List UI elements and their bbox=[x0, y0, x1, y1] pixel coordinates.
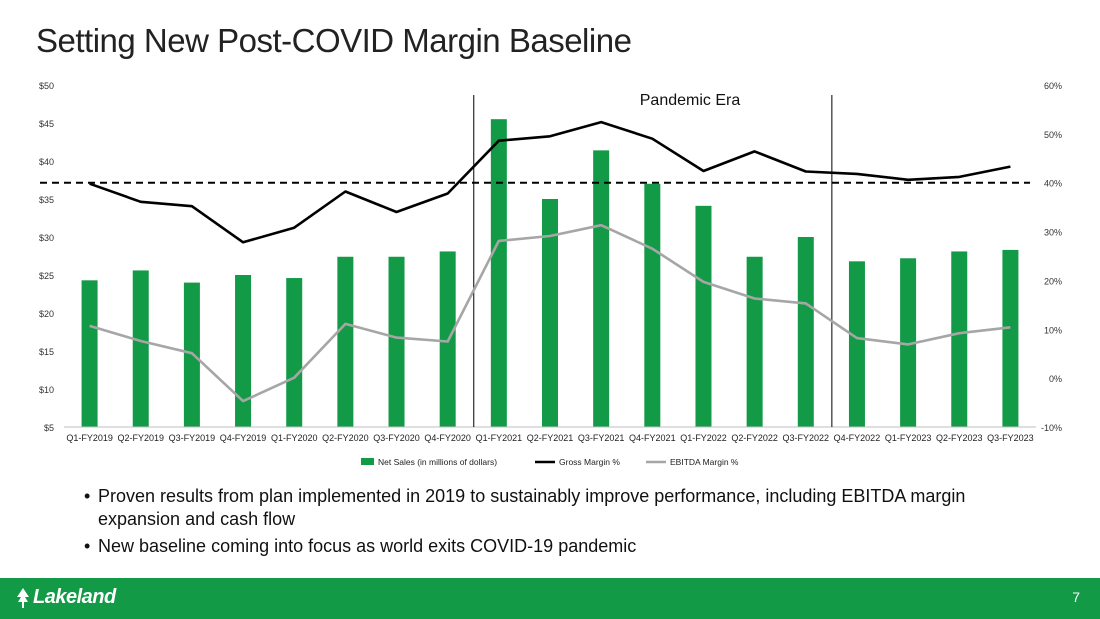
net-sales-bar bbox=[81, 280, 98, 427]
y-right-tick-label: 0% bbox=[1049, 374, 1062, 384]
y-left-tick-label: $45 bbox=[39, 119, 54, 129]
x-tick-label: Q3-FY2022 bbox=[783, 433, 830, 443]
x-tick-label: Q2-FY2020 bbox=[322, 433, 369, 443]
page-number: 7 bbox=[1072, 589, 1080, 605]
y-right-tick-label: 50% bbox=[1044, 130, 1062, 140]
bullet-text: New baseline coming into focus as world … bbox=[98, 536, 637, 556]
x-tick-label: Q1-FY2019 bbox=[66, 433, 113, 443]
footer-bar: Lakeland 7 bbox=[0, 578, 1100, 619]
legend-bar-swatch bbox=[361, 458, 374, 465]
y-left-tick-label: $40 bbox=[39, 157, 54, 167]
x-tick-label: Q2-FY2022 bbox=[731, 433, 778, 443]
x-tick-label: Q1-FY2023 bbox=[885, 433, 932, 443]
legend-label: Net Sales (in millions of dollars) bbox=[378, 457, 497, 467]
x-tick-label: Q2-FY2019 bbox=[117, 433, 164, 443]
combo-chart: $5 $10 $15 $20 $25 $30 $35 $40 $45 $50 -10% 0% 10% 20… bbox=[39, 81, 1062, 467]
net-sales-bar bbox=[951, 251, 968, 427]
y-right-tick-label: -10% bbox=[1041, 423, 1062, 433]
bullet-text: Proven results from plan implemented in … bbox=[98, 486, 966, 529]
y-right-tick-label: 40% bbox=[1044, 179, 1062, 189]
leaf-icon bbox=[17, 587, 29, 608]
y-left-tick-label: $35 bbox=[39, 195, 54, 205]
net-sales-bar bbox=[797, 237, 814, 427]
x-tick-label: Q4-FY2020 bbox=[424, 433, 471, 443]
net-sales-bar bbox=[644, 183, 661, 427]
logo-wordmark: Lakeland bbox=[33, 586, 116, 608]
x-tick-label: Q4-FY2022 bbox=[834, 433, 881, 443]
net-sales-bar bbox=[132, 270, 149, 427]
x-tick-label: Q3-FY2021 bbox=[578, 433, 625, 443]
y-left-tick-label: $50 bbox=[39, 81, 54, 91]
net-sales-bar bbox=[695, 205, 712, 427]
brand-logo: Lakeland bbox=[16, 586, 116, 609]
ebitda-margin-line bbox=[89, 223, 1011, 403]
x-tick-label: Q3-FY2019 bbox=[169, 433, 216, 443]
pandemic-era-annotation: Pandemic Era bbox=[640, 92, 741, 109]
x-tick-label: Q3-FY2020 bbox=[373, 433, 420, 443]
x-tick-label: Q2-FY2023 bbox=[936, 433, 983, 443]
slide-title: Setting New Post-COVID Margin Baseline bbox=[36, 22, 632, 59]
x-tick-label: Q4-FY2019 bbox=[220, 433, 267, 443]
net-sales-bar bbox=[900, 258, 917, 427]
net-sales-bar bbox=[848, 261, 865, 427]
net-sales-bar bbox=[388, 256, 405, 427]
y-left-tick-label: $20 bbox=[39, 309, 54, 319]
legend-label: Gross Margin % bbox=[559, 457, 620, 467]
y-left-tick-label: $15 bbox=[39, 347, 54, 357]
bullet-dot-icon: • bbox=[84, 486, 91, 506]
y-left-tick-label: $5 bbox=[44, 423, 54, 433]
y-right-tick-label: 60% bbox=[1044, 81, 1062, 91]
x-tick-label: Q1-FY2022 bbox=[680, 433, 727, 443]
net-sales-bar bbox=[746, 256, 763, 427]
y-left-tick-label: $25 bbox=[39, 271, 54, 281]
legend-label: EBITDA Margin % bbox=[670, 457, 739, 467]
x-tick-label: Q4-FY2021 bbox=[629, 433, 676, 443]
x-tick-label: Q3-FY2023 bbox=[987, 433, 1034, 443]
bullet-dot-icon: • bbox=[84, 536, 91, 556]
net-sales-bar bbox=[542, 199, 558, 427]
y-left-tick-label: $10 bbox=[39, 385, 54, 395]
y-left-tick-label: $30 bbox=[39, 233, 54, 243]
net-sales-bar bbox=[490, 119, 507, 427]
net-sales-bar bbox=[286, 278, 303, 427]
bullet-item: • Proven results from plan implemented i… bbox=[84, 485, 1044, 531]
x-tick-label: Q1-FY2020 bbox=[271, 433, 318, 443]
net-sales-bar bbox=[593, 150, 610, 428]
net-sales-bar bbox=[235, 275, 252, 427]
x-tick-label: Q2-FY2021 bbox=[527, 433, 574, 443]
y-right-tick-label: 20% bbox=[1044, 276, 1062, 286]
bullet-item: • New baseline coming into focus as worl… bbox=[84, 535, 1044, 558]
bullet-list: • Proven results from plan implemented i… bbox=[84, 485, 1044, 562]
x-tick-label: Q1-FY2021 bbox=[476, 433, 523, 443]
net-sales-bar bbox=[337, 256, 354, 427]
net-sales-bar bbox=[1002, 249, 1019, 427]
y-right-tick-label: 10% bbox=[1044, 325, 1062, 335]
y-right-tick-label: 30% bbox=[1044, 228, 1062, 238]
gross-margin-line bbox=[89, 120, 1011, 244]
